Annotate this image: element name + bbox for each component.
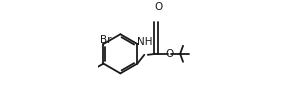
Text: Br: Br bbox=[100, 35, 112, 45]
Text: O: O bbox=[154, 2, 162, 12]
Text: O: O bbox=[166, 49, 174, 59]
Text: NH: NH bbox=[137, 37, 152, 47]
